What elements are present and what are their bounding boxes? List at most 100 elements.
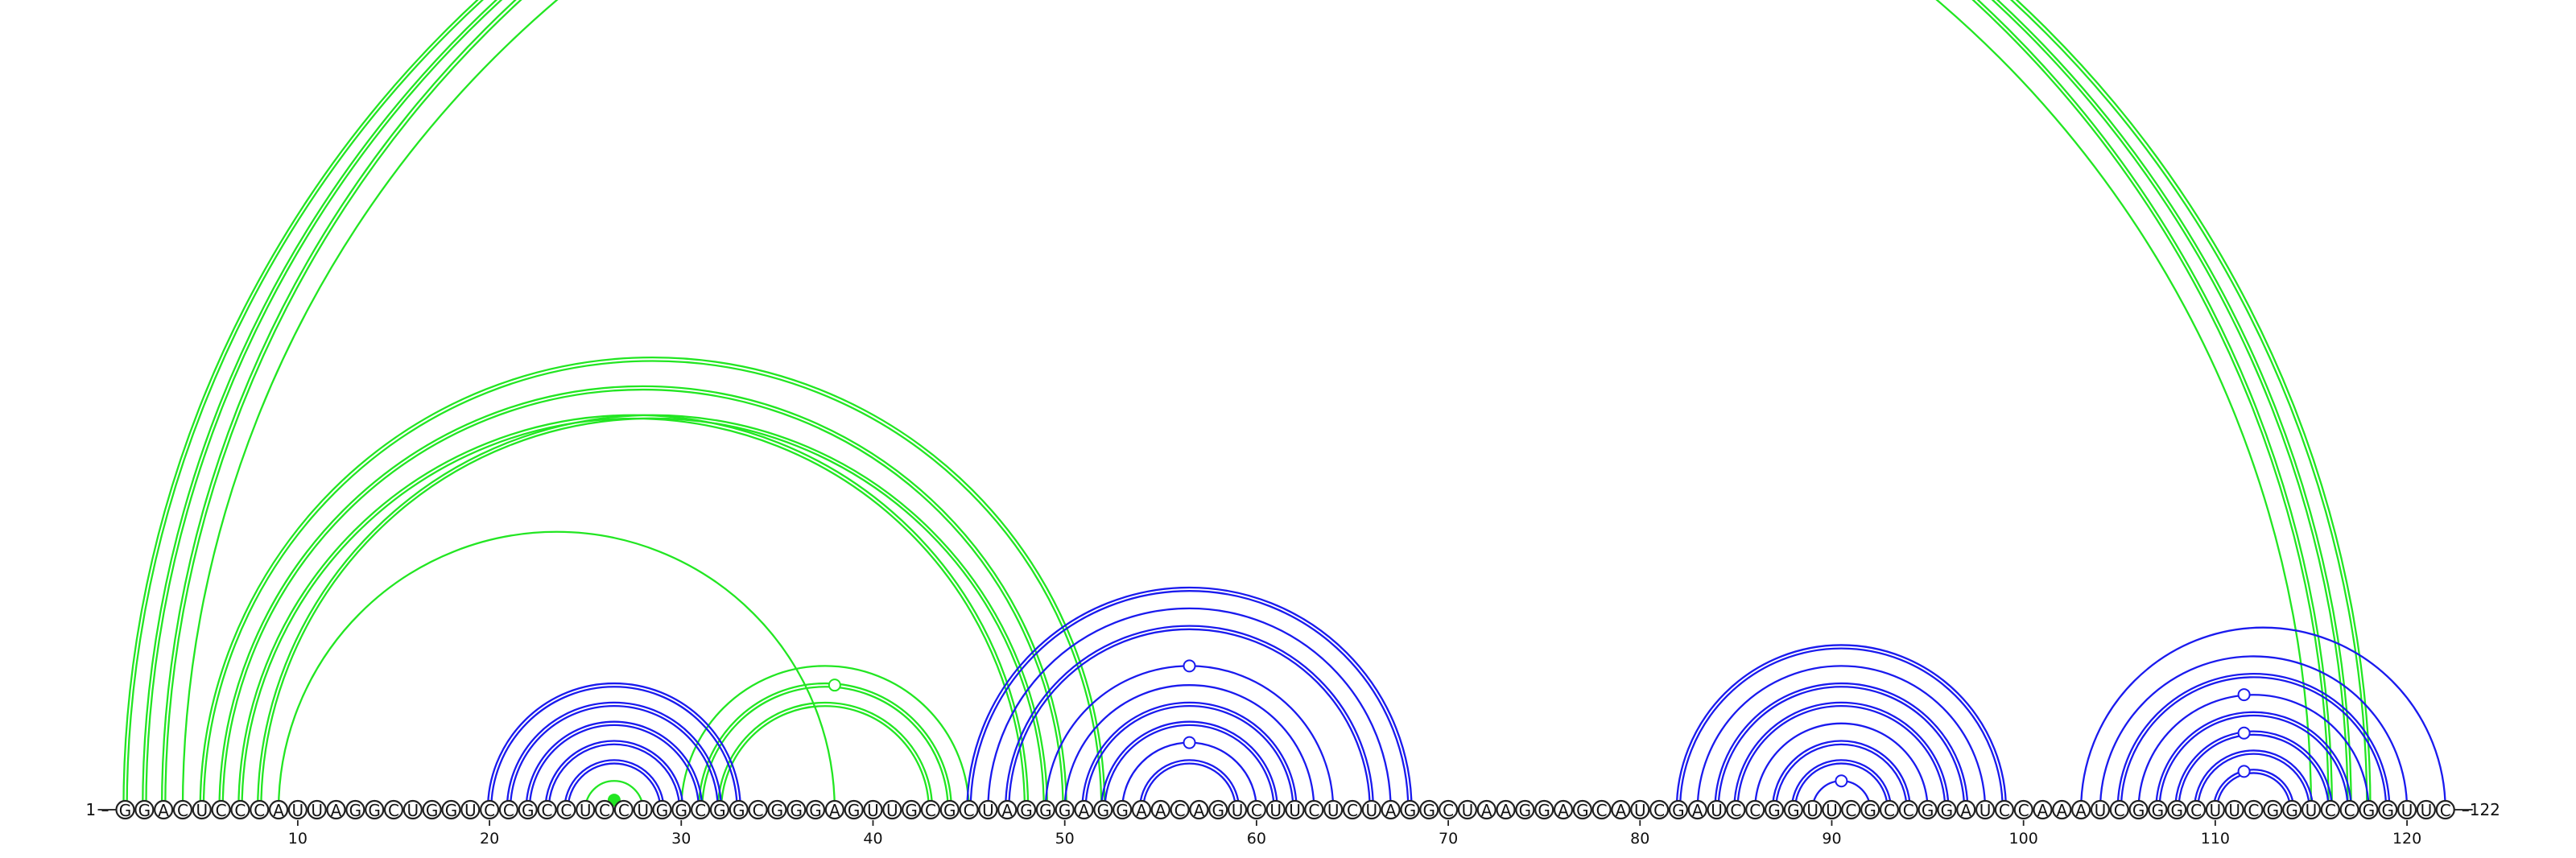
nucleotide-circle bbox=[1150, 799, 1170, 820]
nucleotide: G bbox=[939, 799, 960, 820]
tick-label: 60 bbox=[1247, 830, 1266, 848]
arc-stroke bbox=[509, 705, 719, 811]
nucleotide: C bbox=[594, 799, 615, 820]
nucleotide-letter: U bbox=[867, 801, 879, 820]
nucleotide-circle bbox=[1515, 799, 1535, 820]
nucleotide-letter: C bbox=[1903, 801, 1914, 820]
nucleotide-circle bbox=[172, 799, 193, 820]
nucleotide-circle bbox=[786, 799, 807, 820]
nucleotide: C bbox=[2244, 799, 2264, 820]
nucleotide-letter: U bbox=[1826, 801, 1838, 820]
nucleotide: G bbox=[729, 799, 749, 820]
nucleotide-circle bbox=[1189, 799, 1209, 820]
arc-stroke bbox=[1141, 762, 1237, 811]
base-pair-arc bbox=[1063, 684, 1315, 811]
nucleotide-circle bbox=[441, 799, 461, 820]
nucleotide-letter: C bbox=[1596, 801, 1608, 820]
arc-stroke bbox=[490, 686, 738, 811]
nucleotide-circle bbox=[1419, 799, 1439, 820]
nucleotide-letter: G bbox=[1059, 801, 1071, 820]
nucleotide-letter: U bbox=[2401, 801, 2413, 820]
nucleotide: C bbox=[172, 799, 193, 820]
nucleotide: G bbox=[786, 799, 807, 820]
arc-marker bbox=[2237, 688, 2251, 702]
nucleotide-letter: U bbox=[1232, 801, 1244, 820]
nucleotide-letter: A bbox=[1692, 801, 1703, 820]
base-pair-arc bbox=[987, 607, 1392, 811]
nucleotide-circle bbox=[1860, 799, 1880, 820]
nucleotide-circle bbox=[2244, 799, 2264, 820]
nucleotide-letter: C bbox=[1999, 801, 2010, 820]
nucleotide-letter: C bbox=[503, 801, 514, 820]
nucleotide-letter: C bbox=[925, 801, 936, 820]
nucleotide-letter: G bbox=[713, 801, 726, 820]
nucleotide-circle bbox=[1668, 799, 1689, 820]
nucleotide-circle bbox=[902, 799, 922, 820]
tick-label: 80 bbox=[1630, 830, 1649, 848]
nucleotide: C bbox=[1438, 799, 1459, 820]
nucleotide-circle bbox=[2090, 799, 2111, 820]
nucleotide-letter: G bbox=[1116, 801, 1129, 820]
nucleotide: U bbox=[192, 799, 212, 820]
nucleotide-circle bbox=[652, 799, 672, 820]
nucleotide-circle bbox=[1323, 799, 1344, 820]
nucleotide: G bbox=[1783, 799, 1803, 820]
nucleotide-circle bbox=[2013, 799, 2033, 820]
nucleotide-letter: U bbox=[407, 801, 419, 820]
nucleotide: G bbox=[441, 799, 461, 820]
arc-stroke bbox=[486, 682, 741, 811]
nucleotide-circle bbox=[1707, 799, 1727, 820]
nucleotide-circle bbox=[2052, 799, 2072, 820]
base-pair-arc bbox=[506, 701, 723, 811]
arc-stroke bbox=[1774, 743, 1908, 811]
base-pair-arc bbox=[122, 0, 2334, 811]
nucleotide: C bbox=[2186, 799, 2207, 820]
nucleotide: C bbox=[959, 799, 979, 820]
nucleotide-circle bbox=[1841, 799, 1861, 820]
tick-label: 70 bbox=[1439, 830, 1458, 848]
nucleotide-letter: C bbox=[234, 801, 246, 820]
nucleotide: G bbox=[2263, 799, 2283, 820]
arc-stroke bbox=[2099, 655, 2409, 811]
nucleotide: A bbox=[1150, 799, 1170, 820]
nucleotide-letter: U bbox=[311, 801, 323, 820]
base-pair-arc bbox=[2116, 673, 2391, 811]
nucleotide: U bbox=[287, 799, 308, 820]
nucleotide-circle bbox=[1285, 799, 1305, 820]
position-axis: 10 20 30 40 50 60 70 80 90 100 110 120 bbox=[288, 820, 2421, 848]
nucleotide-circle bbox=[2320, 799, 2340, 820]
nucleotide-letter: A bbox=[1960, 801, 1971, 820]
tick-label: 40 bbox=[863, 830, 882, 848]
nucleotide-circle bbox=[1783, 799, 1803, 820]
nucleotide-circle bbox=[2396, 799, 2417, 820]
base-pair-arc bbox=[2099, 655, 2409, 811]
nucleotide-circle bbox=[824, 799, 844, 820]
arc-stroke bbox=[1100, 720, 1278, 811]
nucleotide-letter: G bbox=[1039, 801, 1052, 820]
nucleotide: U bbox=[978, 799, 998, 820]
nucleotide-letter: C bbox=[1884, 801, 1895, 820]
nucleotide-circle bbox=[1649, 799, 1670, 820]
nucleotide-letter: G bbox=[1212, 801, 1224, 820]
arc-stroke bbox=[525, 720, 704, 811]
nucleotide-circle bbox=[1802, 799, 1823, 820]
base-pair-arc bbox=[199, 356, 1106, 811]
nucleotide-letter: C bbox=[599, 801, 610, 820]
nucleotide-letter: C bbox=[254, 801, 265, 820]
nucleotide-letter: G bbox=[1864, 801, 1876, 820]
nucleotide-circle bbox=[250, 799, 270, 820]
nucleotide-circle bbox=[1496, 799, 1516, 820]
tick-label: 30 bbox=[671, 830, 691, 848]
nucleotide-circle bbox=[1400, 799, 1420, 820]
nucleotide-circle bbox=[1342, 799, 1363, 820]
nucleotide: G bbox=[652, 799, 672, 820]
nucleotide-letter: C bbox=[1845, 801, 1856, 820]
arc-marker bbox=[1835, 774, 1848, 788]
nucleotide-letter: G bbox=[1404, 801, 1417, 820]
nucleotide-letter: U bbox=[1327, 801, 1340, 820]
nucleotide: C bbox=[1745, 799, 1765, 820]
arc-stroke bbox=[1754, 722, 1929, 811]
nucleotide-letter: U bbox=[580, 801, 592, 820]
arc-stroke bbox=[1790, 759, 1893, 811]
base-pair-arc bbox=[2193, 749, 2314, 811]
